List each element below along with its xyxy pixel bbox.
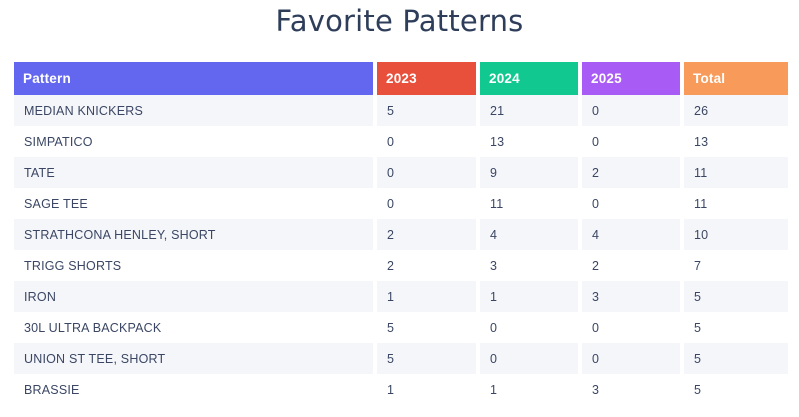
pattern-cell: IRON: [14, 281, 373, 312]
value-cell-y2023: 5: [377, 343, 476, 374]
table-row: STRATHCONA HENLEY, SHORT 2 4 4 10: [14, 219, 788, 250]
pattern-cell: UNION ST TEE, SHORT: [14, 343, 373, 374]
value-cell-y2024: 21: [480, 95, 578, 126]
value-cell-y2024: 1: [480, 281, 578, 312]
column-header-pattern: Pattern: [14, 62, 373, 95]
value-cell-y2023: 0: [377, 188, 476, 219]
value-cell-total: 11: [684, 188, 788, 219]
pattern-cell: 30L ULTRA BACKPACK: [14, 312, 373, 343]
table-row: MEDIAN KNICKERS 5 21 0 26: [14, 95, 788, 126]
value-cell-total: 5: [684, 312, 788, 343]
pattern-cell: BRASSIE: [14, 374, 373, 405]
value-cell-y2024: 9: [480, 157, 578, 188]
value-cell-total: 5: [684, 281, 788, 312]
table-row: IRON 1 1 3 5: [14, 281, 788, 312]
value-cell-y2023: 0: [377, 157, 476, 188]
value-cell-y2025: 2: [582, 250, 680, 281]
value-cell-y2024: 11: [480, 188, 578, 219]
pattern-cell: TATE: [14, 157, 373, 188]
value-cell-y2023: 2: [377, 219, 476, 250]
value-cell-y2023: 0: [377, 126, 476, 157]
column-header-total: Total: [684, 62, 788, 95]
value-cell-y2023: 5: [377, 95, 476, 126]
column-header-y2025: 2025: [582, 62, 680, 95]
value-cell-y2025: 0: [582, 95, 680, 126]
value-cell-y2025: 0: [582, 343, 680, 374]
page-title: Favorite Patterns: [275, 4, 524, 38]
value-cell-y2024: 4: [480, 219, 578, 250]
value-cell-y2025: 0: [582, 126, 680, 157]
table-row: 30L ULTRA BACKPACK 5 0 0 5: [14, 312, 788, 343]
value-cell-total: 7: [684, 250, 788, 281]
table-row: UNION ST TEE, SHORT 5 0 0 5: [14, 343, 788, 374]
value-cell-y2023: 1: [377, 281, 476, 312]
value-cell-y2025: 0: [582, 188, 680, 219]
value-cell-y2024: 1: [480, 374, 578, 405]
value-cell-y2025: 2: [582, 157, 680, 188]
value-cell-total: 13: [684, 126, 788, 157]
value-cell-y2024: 13: [480, 126, 578, 157]
column-header-y2023: 2023: [377, 62, 476, 95]
value-cell-total: 10: [684, 219, 788, 250]
pattern-cell: TRIGG SHORTS: [14, 250, 373, 281]
pattern-cell: STRATHCONA HENLEY, SHORT: [14, 219, 373, 250]
pattern-cell: SAGE TEE: [14, 188, 373, 219]
pattern-cell: SIMPATICO: [14, 126, 373, 157]
value-cell-y2025: 4: [582, 219, 680, 250]
value-cell-y2025: 0: [582, 312, 680, 343]
value-cell-y2023: 2: [377, 250, 476, 281]
table-row: SAGE TEE 0 11 0 11: [14, 188, 788, 219]
value-cell-total: 11: [684, 157, 788, 188]
value-cell-y2024: 0: [480, 343, 578, 374]
value-cell-y2023: 5: [377, 312, 476, 343]
table-row: TATE 0 9 2 11: [14, 157, 788, 188]
favorite-patterns-table: Pattern 2023 2024 2025 Total MEDIAN KNICKERS…: [14, 62, 788, 405]
table-row: BRASSIE 1 1 3 5: [14, 374, 788, 405]
table-body: MEDIAN KNICKERS 5 21 0 26 SIMPATICO 0 13 0 13 TATE…: [14, 95, 788, 405]
value-cell-y2023: 1: [377, 374, 476, 405]
value-cell-y2024: 0: [480, 312, 578, 343]
table-row: SIMPATICO 0 13 0 13: [14, 126, 788, 157]
value-cell-total: 5: [684, 374, 788, 405]
value-cell-y2025: 3: [582, 281, 680, 312]
table-row: TRIGG SHORTS 2 3 2 7: [14, 250, 788, 281]
table-header-row: Pattern 2023 2024 2025 Total: [14, 62, 788, 95]
column-header-y2024: 2024: [480, 62, 578, 95]
pattern-cell: MEDIAN KNICKERS: [14, 95, 373, 126]
value-cell-y2024: 3: [480, 250, 578, 281]
value-cell-total: 26: [684, 95, 788, 126]
value-cell-total: 5: [684, 343, 788, 374]
value-cell-y2025: 3: [582, 374, 680, 405]
